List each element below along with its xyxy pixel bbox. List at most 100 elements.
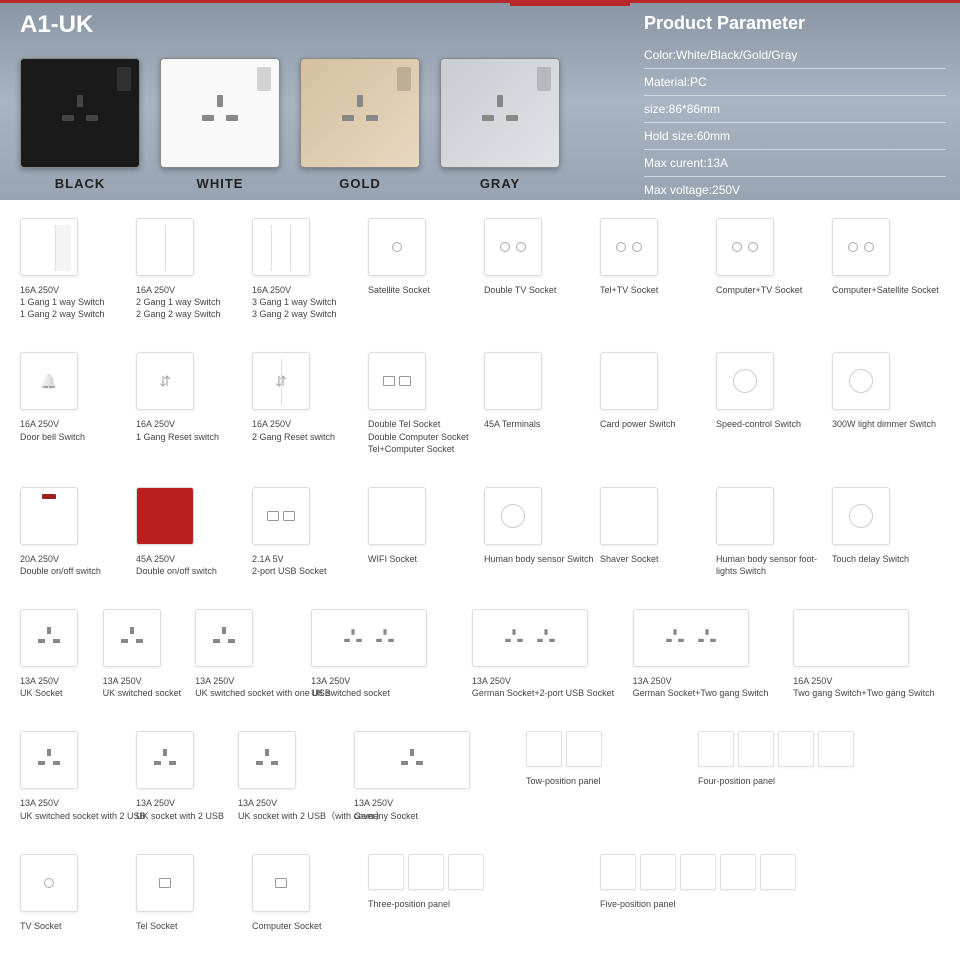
uk-outlet-icon [340, 93, 380, 133]
product-labels: 16A 250VTwo gang Switch+Two gang Switch [793, 675, 940, 699]
product-label-line: Double Tel Socket [368, 418, 470, 430]
product-label-line: Three-position panel [368, 898, 586, 910]
product-cell: 16A 250V2 Gang 1 way Switch2 Gang 2 way … [136, 218, 238, 320]
product-thumb [311, 609, 427, 667]
product-labels: WIFI Socket [368, 553, 470, 565]
product-label-line: 13A 250V [633, 675, 780, 687]
product-cell: 13A 250VUK socket with 2 USB [136, 731, 224, 821]
product-label-line: 1 Gang Reset switch [136, 431, 238, 443]
product-thumb [484, 218, 542, 276]
color-swatches: BLACK WHITE GOLD GRAY [20, 58, 560, 191]
product-labels: 45A 250VDouble on/off switch [136, 553, 238, 577]
product-labels: 300W light dimmer Switch [832, 418, 934, 430]
product-label-line: 16A 250V [20, 284, 122, 296]
product-label-line: Card power Switch [600, 418, 702, 430]
product-cell: 45A 250VDouble on/off switch [136, 487, 238, 577]
product-cell: 13A 250VGemany Socket [354, 731, 512, 821]
product-label-line: Human body sensor foot- [716, 553, 818, 565]
product-cell: Human body sensor Switch [484, 487, 586, 565]
product-thumb [136, 352, 194, 410]
product-label-line: 13A 250V [20, 675, 89, 687]
product-labels: 13A 250VUK switched socket with one USB [195, 675, 297, 699]
product-cell: Tel+TV Socket [600, 218, 702, 296]
product-label-line: 1 Gang 1 way Switch [20, 296, 122, 308]
product-labels: 16A 250V2 Gang Reset switch [252, 418, 354, 442]
product-thumb [793, 609, 909, 667]
product-labels: 13A 250VUK switched socket [103, 675, 182, 699]
product-thumb [600, 487, 658, 545]
product-labels: 16A 250V3 Gang 1 way Switch3 Gang 2 way … [252, 284, 354, 320]
product-thumb [136, 854, 194, 912]
product-label-line: 13A 250V [195, 675, 297, 687]
product-label-line: 2 Gang Reset switch [252, 431, 354, 443]
product-labels: Four-position panel [698, 775, 940, 787]
product-label-line: Satellite Socket [368, 284, 470, 296]
product-thumb [600, 352, 658, 410]
product-cell: 13A 250VGerman Socket+2-port USB Socket [472, 609, 619, 699]
product-labels: Tel Socket [136, 920, 238, 932]
product-labels: Human body sensor foot-lights Switch [716, 553, 818, 577]
product-labels: Computer+Satellite Socket [832, 284, 934, 296]
product-label-line: Tel+Computer Socket [368, 443, 470, 455]
product-labels: 45A Terminals [484, 418, 586, 430]
product-label-line: Five-position panel [600, 898, 934, 910]
product-thumb [368, 218, 426, 276]
product-thumb [103, 609, 161, 667]
parameter-row: Max voltage:250V [644, 177, 946, 204]
grid-row: TV SocketTel SocketComputer SocketThree-… [20, 854, 940, 932]
product-labels: 13A 250VGemany Socket [354, 797, 512, 821]
product-cell: 20A 250VDouble on/off switch [20, 487, 122, 577]
product-label-line: Tow-position panel [526, 775, 684, 787]
product-cell: Four-position panel [698, 731, 940, 787]
product-thumb [600, 218, 658, 276]
product-cell: 16A 250VTwo gang Switch+Two gang Switch [793, 609, 940, 699]
rocker-icon [537, 67, 551, 91]
parameter-row: Max curent:13A [644, 150, 946, 177]
product-label-line: 16A 250V [793, 675, 940, 687]
product-thumb [716, 487, 774, 545]
product-thumb [20, 352, 78, 410]
parameter-row: Color:White/Black/Gold/Gray [644, 42, 946, 69]
product-label-line: Double TV Socket [484, 284, 586, 296]
product-labels: Human body sensor Switch [484, 553, 586, 565]
product-label-line: 13A 250V [136, 797, 224, 809]
product-labels: 13A 250VGerman Socket+Two gang Switch [633, 675, 780, 699]
product-cell: 16A 250VDoor bell Switch [20, 352, 122, 442]
product-cell: 16A 250V3 Gang 1 way Switch3 Gang 2 way … [252, 218, 354, 320]
product-title: A1-UK [0, 3, 113, 47]
product-label-line: 2.1A 5V [252, 553, 354, 565]
product-thumb [716, 218, 774, 276]
product-cell: Card power Switch [600, 352, 702, 430]
product-label-line: Human body sensor Switch [484, 553, 586, 565]
product-thumb [20, 609, 78, 667]
product-cell: Five-position panel [600, 854, 934, 910]
product-cell: Tow-position panel [526, 731, 684, 787]
product-label-line: lights Switch [716, 565, 818, 577]
product-thumb [368, 487, 426, 545]
product-labels: 2.1A 5V2-port USB Socket [252, 553, 354, 577]
swatch-label: WHITE [160, 176, 280, 191]
parameter-list: Color:White/Black/Gold/GrayMaterial:PCsi… [644, 42, 946, 204]
swatch-black: BLACK [20, 58, 140, 191]
product-grid: 16A 250V1 Gang 1 way Switch1 Gang 2 way … [0, 200, 960, 974]
product-thumb [252, 487, 310, 545]
product-cell: Satellite Socket [368, 218, 470, 296]
product-label-line: Tel+TV Socket [600, 284, 702, 296]
grid-row: 16A 250VDoor bell Switch16A 250V1 Gang R… [20, 352, 940, 454]
product-cell: 13A 250VUK switched socket [311, 609, 458, 699]
product-label-line: Door bell Switch [20, 431, 122, 443]
product-thumb [832, 352, 890, 410]
product-label-line: Computer+TV Socket [716, 284, 818, 296]
parameter-row: size:86*86mm [644, 96, 946, 123]
header-banner: A1-UK BLACK WHITE GOLD GRAY Product Para… [0, 0, 960, 200]
swatch-gray: GRAY [440, 58, 560, 191]
swatch-box [440, 58, 560, 168]
product-labels: Computer+TV Socket [716, 284, 818, 296]
product-thumb [238, 731, 296, 789]
product-labels: 16A 250VDoor bell Switch [20, 418, 122, 442]
rocker-icon [117, 67, 131, 91]
product-cell: 2.1A 5V2-port USB Socket [252, 487, 354, 577]
product-label-line: UK socket with 2 USB（with cover） [238, 810, 340, 822]
product-labels: 13A 250VUK socket with 2 USB [136, 797, 224, 821]
product-label-line: Double Computer Socket [368, 431, 470, 443]
